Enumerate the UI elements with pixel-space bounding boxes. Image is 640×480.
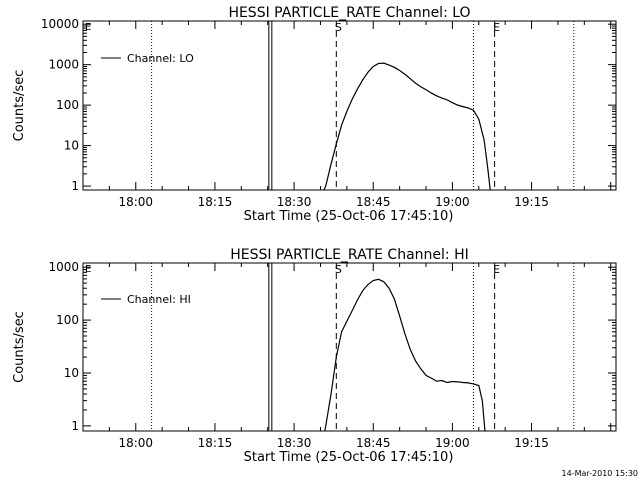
y-tick-label: 10 <box>64 366 79 380</box>
x-axis-label: Start Time (25-Oct-06 17:45:10) <box>244 450 454 465</box>
marker-label-s: S <box>335 21 342 34</box>
x-tick-label: 19:15 <box>514 436 549 450</box>
series-line-hi <box>324 278 486 431</box>
x-tick-label: 19:00 <box>435 436 470 450</box>
legend-label: Channel: HI <box>127 293 191 306</box>
x-tick-label: 18:30 <box>277 195 312 209</box>
y-tick-label: 10000 <box>41 17 79 31</box>
x-tick-label: 18:15 <box>198 195 233 209</box>
legend-label: Channel: LO <box>127 52 194 65</box>
y-tick-label: 100 <box>56 313 79 327</box>
marker-label-s: S <box>335 263 342 276</box>
x-tick-label: 18:00 <box>118 436 153 450</box>
series-line-lo <box>323 62 491 190</box>
edge-label: E <box>85 22 91 33</box>
x-tick-label: 18:45 <box>356 195 391 209</box>
marker-label-e: E <box>493 263 500 276</box>
y-tick-label: 1 <box>71 419 79 433</box>
chart-title: HESSI PARTICLE_RATE Channel: LO <box>228 5 470 21</box>
footer-timestamp: 14-Mar-2010 15:30 <box>562 469 639 478</box>
y-tick-label: 1000 <box>48 260 79 274</box>
y-axis-label: Counts/sec <box>12 70 27 142</box>
plot-frame <box>82 262 617 432</box>
y-tick-label: 10 <box>64 139 79 153</box>
chart-panel-lo: HESSI PARTICLE_RATE Channel: LO 18:00 18:1… <box>12 5 617 224</box>
x-axis-label: Start Time (25-Oct-06 17:45:10) <box>244 209 454 224</box>
edge-label: E <box>85 264 91 275</box>
y-tick-label: 1 <box>71 179 79 193</box>
x-tick-label: 19:00 <box>435 195 470 209</box>
x-tick-label: 19:15 <box>514 195 549 209</box>
x-tick-label: 18:15 <box>198 436 233 450</box>
y-axis-label: Counts/sec <box>12 311 27 383</box>
x-tick-label: 18:30 <box>277 436 312 450</box>
y-tick-label: 1000 <box>48 58 79 72</box>
marker-label-e: E <box>493 21 500 34</box>
chart-title: HESSI PARTICLE_RATE Channel: HI <box>230 247 468 263</box>
x-tick-label: 18:00 <box>118 195 153 209</box>
x-tick-label: 18:45 <box>356 436 391 450</box>
y-tick-label: 100 <box>56 98 79 112</box>
chart-panel-hi: HESSI PARTICLE_RATE Channel: HI 18:00 18:1… <box>12 247 617 465</box>
